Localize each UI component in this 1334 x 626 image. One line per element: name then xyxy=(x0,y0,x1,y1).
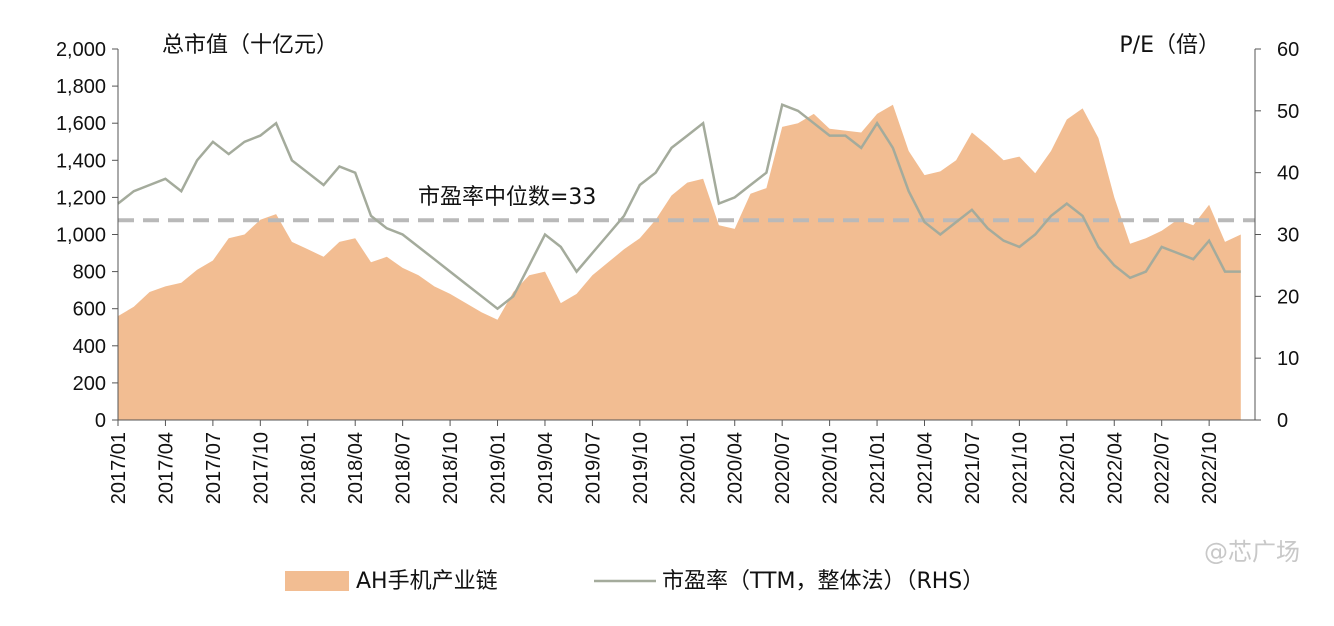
x-tick-label: 2019/04 xyxy=(535,432,557,504)
left-tick-label: 200 xyxy=(73,373,106,395)
x-tick-label: 2017/04 xyxy=(155,432,177,504)
plot-area xyxy=(117,103,1255,420)
x-tick-label: 2020/10 xyxy=(820,432,842,504)
x-tick-label: 2018/04 xyxy=(345,432,367,504)
legend-label-line: 市盈率（TTM，整体法）（RHS） xyxy=(662,569,984,594)
x-tick-label: 2019/10 xyxy=(630,432,652,504)
left-tick-label: 1,400 xyxy=(56,150,106,172)
x-tick-label: 2022/04 xyxy=(1104,432,1126,504)
right-axis: 0 10 20 30 40 50 60 xyxy=(1254,39,1299,432)
left-tick-label: 1,800 xyxy=(56,76,106,98)
watermark: @芯广场 xyxy=(1204,538,1300,566)
x-tick-label: 2018/07 xyxy=(393,432,415,504)
x-tick-label: 2017/10 xyxy=(250,432,272,504)
left-tick-label: 1,600 xyxy=(56,113,106,135)
x-tick-label: 2019/01 xyxy=(488,432,510,504)
x-tick-label: 2021/10 xyxy=(1009,432,1031,504)
x-tick-label: 2020/01 xyxy=(677,432,699,504)
right-tick-label: 10 xyxy=(1277,348,1299,370)
x-tick-label: 2021/07 xyxy=(962,432,984,504)
x-tick-label: 2022/10 xyxy=(1199,432,1221,504)
right-tick-label: 60 xyxy=(1277,39,1299,61)
left-tick-label: 2,000 xyxy=(56,39,106,61)
x-tick-label: 2020/07 xyxy=(772,432,794,504)
pe-ratio-line xyxy=(117,103,1241,311)
x-tick-label: 2022/07 xyxy=(1152,432,1174,504)
right-tick-label: 30 xyxy=(1277,225,1299,247)
right-tick-label: 0 xyxy=(1277,410,1288,432)
x-tick-label: 2018/10 xyxy=(440,432,462,504)
left-tick-label: 0 xyxy=(95,410,106,432)
x-tick-label: 2019/07 xyxy=(582,432,604,504)
left-tick-label: 800 xyxy=(73,262,106,284)
legend-label-area: AH手机产业链 xyxy=(356,569,498,594)
left-tick-label: 1,000 xyxy=(56,225,106,247)
right-tick-label: 40 xyxy=(1277,163,1299,185)
x-tick-label: 2020/04 xyxy=(725,432,747,504)
x-tick-label: 2021/01 xyxy=(867,432,889,504)
x-tick-label: 2022/01 xyxy=(1057,432,1079,504)
market-cap-area xyxy=(118,104,1241,420)
x-tick-label: 2018/01 xyxy=(298,432,320,504)
legend-swatch-area xyxy=(285,571,349,591)
left-axis-title: 总市值（十亿元） xyxy=(162,33,338,58)
x-tick-label: 2017/01 xyxy=(108,432,130,504)
x-tick-label: 2021/04 xyxy=(914,432,936,504)
left-tick-label: 600 xyxy=(73,299,106,321)
x-tick-label: 2017/07 xyxy=(203,432,225,504)
x-axis: 2017/01 2017/04 2017/07 2017/10 2018/01 2018/… xyxy=(108,419,1255,504)
left-tick-label: 1,200 xyxy=(56,187,106,209)
right-tick-label: 50 xyxy=(1277,101,1299,123)
left-axis: 0 200 400 600 800 1,000 1,200 1,400 1,600 1,800 2,… xyxy=(56,39,119,432)
right-axis-title: P/E（倍） xyxy=(1119,33,1220,58)
legend: AH手机产业链 市盈率（TTM，整体法）（RHS） xyxy=(285,569,984,594)
median-annotation: 市盈率中位数=33 xyxy=(418,185,596,210)
right-tick-label: 20 xyxy=(1277,286,1299,308)
left-tick-label: 400 xyxy=(73,336,106,358)
